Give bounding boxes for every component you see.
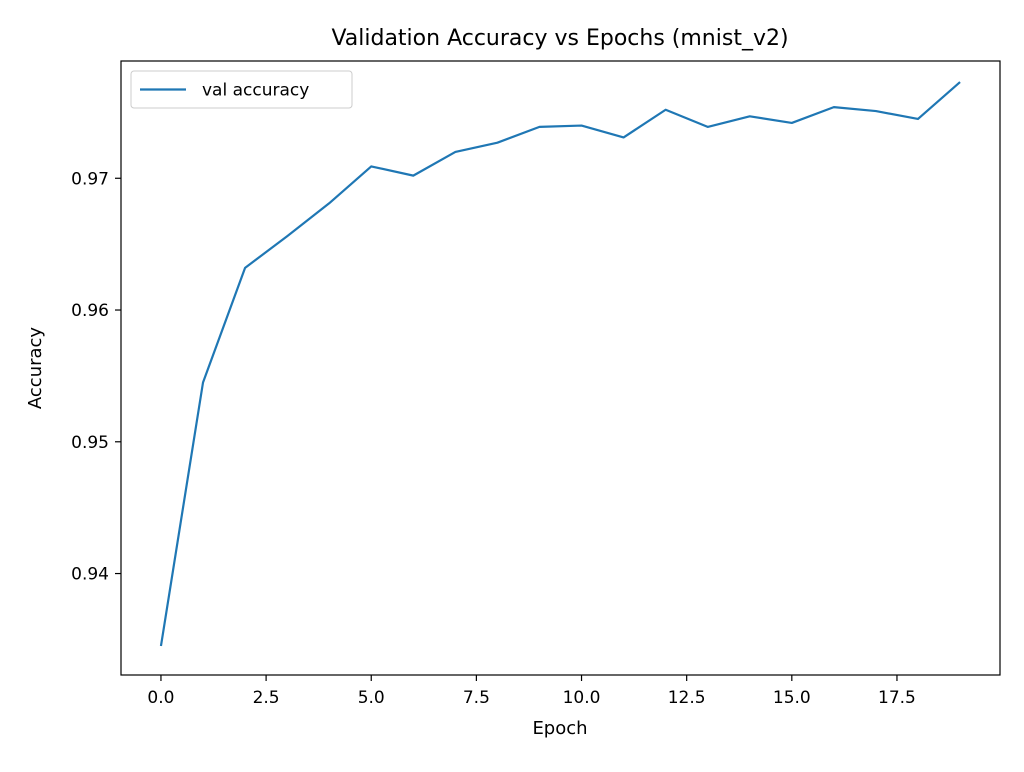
- plot-frame: [120, 60, 1001, 676]
- x-tick-label: 10.0: [563, 688, 601, 708]
- y-tick-label: 0.95: [71, 433, 109, 453]
- y-tick-label: 0.96: [71, 301, 109, 321]
- plot-area: 0.0 2.5 5.0 7.5 10.0 12.5 15.0 17.5 0.94 0.95 0.96…: [71, 60, 1001, 708]
- x-tick-label: 5.0: [358, 688, 385, 708]
- legend-label: val accuracy: [202, 81, 309, 101]
- chart-title: Validation Accuracy vs Epochs (mnist_v2): [331, 26, 788, 51]
- y-axis-label: Accuracy: [25, 327, 46, 410]
- legend-box: [130, 70, 353, 109]
- series-line: [159, 81, 961, 647]
- x-axis-label: Epoch: [532, 718, 587, 739]
- x-tick-label: 0.0: [147, 688, 174, 708]
- y-tick-label: 0.97: [71, 169, 109, 189]
- x-tick-label: 12.5: [668, 688, 706, 708]
- x-tick-label: 15.0: [773, 688, 811, 708]
- x-tick-label: 2.5: [253, 688, 280, 708]
- x-tick-label: 7.5: [463, 688, 490, 708]
- x-tick-label: 17.5: [878, 688, 916, 708]
- y-tick-label: 0.94: [71, 565, 109, 585]
